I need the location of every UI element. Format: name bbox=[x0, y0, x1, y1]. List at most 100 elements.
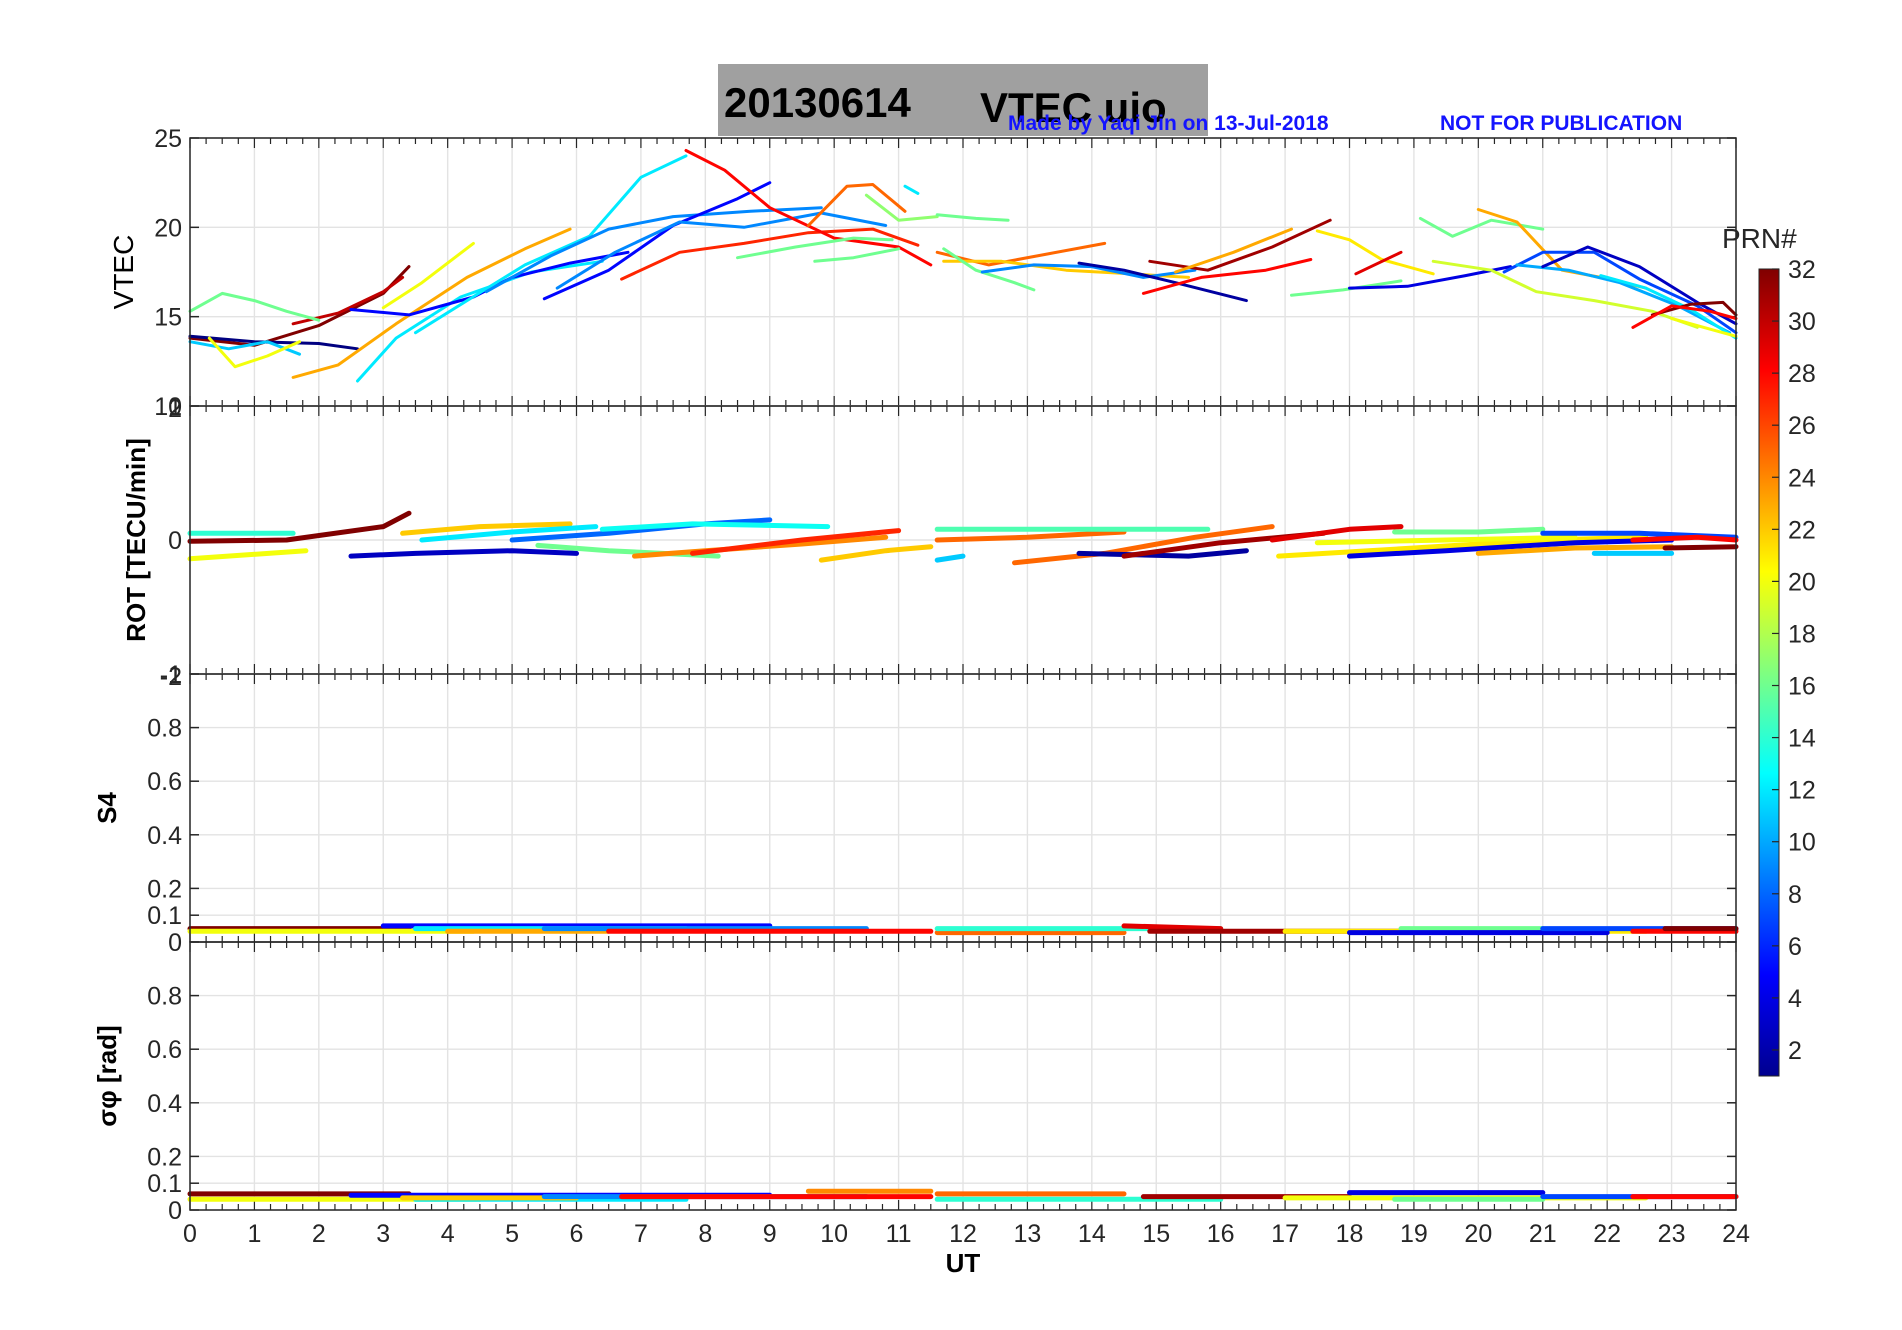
rot-series-prn-11 bbox=[934, 553, 966, 563]
rot-series-prn-23 bbox=[1475, 544, 1675, 556]
rot-top-tick-overlap: 2 bbox=[168, 395, 182, 423]
rot-series-prn-21 bbox=[1276, 534, 1649, 559]
rot-series-prn-28 bbox=[1630, 534, 1739, 543]
y-tick-label: 0.8 bbox=[147, 715, 182, 743]
colorbar-tick-label: 20 bbox=[1788, 568, 1816, 596]
y-tick-label: 1 bbox=[168, 661, 182, 689]
sigma-phi-series bbox=[187, 1188, 1739, 1202]
s4-series-prn-29 bbox=[1121, 923, 1224, 932]
vtec-series-prn-31 bbox=[1148, 218, 1332, 272]
x-tick-label: 17 bbox=[1271, 1220, 1299, 1248]
vtec-series-prn-21 bbox=[1315, 229, 1435, 276]
x-tick-label: 19 bbox=[1400, 1220, 1428, 1248]
vtec-series-prn-16 bbox=[935, 213, 1010, 222]
x-tick-label: 0 bbox=[183, 1220, 197, 1248]
rot-series-prn-32 bbox=[187, 510, 412, 544]
rot-series-prn-22 bbox=[400, 521, 573, 536]
vtec-series-prn-17 bbox=[864, 193, 939, 222]
y-tick-label: 0 bbox=[168, 1197, 182, 1225]
s4-grid bbox=[189, 673, 1737, 943]
vtec-ylabel: VTEC bbox=[108, 235, 139, 310]
y-tick-label: 10 bbox=[154, 393, 182, 421]
rot-series bbox=[187, 510, 1739, 566]
vtec-series-prn-2 bbox=[1077, 261, 1248, 303]
colorbar-tick-label: 18 bbox=[1788, 620, 1816, 648]
colorbar-tick-label: 16 bbox=[1788, 673, 1816, 701]
vtec-series-prn-23 bbox=[1174, 227, 1293, 274]
vtec-series-prn-9 bbox=[484, 206, 823, 294]
vtec-series-prn-20 bbox=[1670, 317, 1738, 338]
x-tick-label: 11 bbox=[886, 1220, 912, 1248]
s4-series bbox=[187, 923, 1739, 936]
vtec-series-prn-16 bbox=[942, 247, 1036, 292]
rot-series-prn-25 bbox=[934, 529, 1127, 543]
rot-panel: -1 0 1 ROT [TECU/min] 2 -2 bbox=[121, 393, 1739, 691]
s4-y-ticks: 00.10.2 0.4 0.6 0.8 1 bbox=[147, 661, 1737, 957]
colorbar-tick-label: 24 bbox=[1788, 464, 1816, 492]
rot-series-prn-3 bbox=[348, 548, 579, 559]
title-date: 20130614 bbox=[724, 79, 912, 126]
y-tick-label: 1 bbox=[168, 393, 182, 421]
x-tick-label: 23 bbox=[1658, 1220, 1686, 1248]
vtec-series-prn-28 bbox=[1631, 304, 1738, 329]
vtec-series-prn-29 bbox=[1354, 250, 1403, 276]
colorbar-tick-label: 26 bbox=[1788, 412, 1816, 440]
x-tick-label: 22 bbox=[1593, 1220, 1621, 1248]
sigma_phi-grid bbox=[189, 942, 1737, 1211]
rot-series-prn-29 bbox=[1269, 524, 1404, 543]
x-tick-label: 15 bbox=[1142, 1220, 1170, 1248]
rot-series-prn-16 bbox=[1392, 526, 1546, 535]
vtec-series-prn-12 bbox=[1599, 274, 1738, 340]
vtec-series-prn-28 bbox=[684, 149, 933, 267]
rot-series-prn-13 bbox=[599, 521, 831, 532]
colorbar-tick-label: 30 bbox=[1788, 308, 1816, 336]
publication-warning: NOT FOR PUBLICATION bbox=[1440, 112, 1682, 135]
y-tick-label: 0.1 bbox=[147, 1170, 182, 1198]
x-tick-label: 2 bbox=[312, 1220, 326, 1248]
vtec-series-prn-12 bbox=[903, 184, 920, 195]
y-tick-label: 0.6 bbox=[147, 1036, 182, 1064]
vtec-series-prn-16 bbox=[188, 291, 321, 322]
y-tick-label: 0.8 bbox=[147, 983, 182, 1011]
vtec-series-prn-32 bbox=[1650, 300, 1738, 317]
rot-series-prn-4 bbox=[1347, 537, 1675, 559]
prn-colorbar bbox=[1758, 268, 1780, 1077]
vtec-panel: 10 15 20 25 VTEC bbox=[108, 125, 1738, 421]
rot-series-prn-25 bbox=[1012, 524, 1275, 566]
x-tick-label: 24 bbox=[1722, 1220, 1750, 1248]
rot-series-prn-20 bbox=[187, 548, 309, 562]
y-tick-label: 25 bbox=[154, 125, 182, 153]
vtec-series-prn-25 bbox=[935, 241, 1107, 267]
vtec-grid bbox=[189, 137, 1737, 407]
vtec-series-prn-20 bbox=[207, 336, 301, 369]
y-tick-label: -1 bbox=[160, 661, 182, 689]
x-tick-label: 5 bbox=[505, 1220, 519, 1248]
x-tick-label: 13 bbox=[1014, 1220, 1042, 1248]
colorbar-tick-label: 12 bbox=[1788, 777, 1816, 805]
x-tick-label: 18 bbox=[1336, 1220, 1364, 1248]
colorbar-tick-label: 14 bbox=[1788, 725, 1816, 753]
y-tick-label: 0 bbox=[168, 527, 182, 555]
title-text: VTEC uio bbox=[980, 84, 1167, 131]
x-tick-label: 10 bbox=[820, 1220, 848, 1248]
x-tick-label: 21 bbox=[1529, 1220, 1557, 1248]
vtec-series bbox=[188, 149, 1738, 383]
x-tick-label: 6 bbox=[570, 1220, 584, 1248]
x-tick-label: 12 bbox=[949, 1220, 977, 1248]
vtec-series-prn-10 bbox=[1515, 263, 1732, 335]
colorbar-tick-label: 10 bbox=[1788, 829, 1816, 857]
colorbar-label: PRN# bbox=[1722, 223, 1797, 254]
vtec-series-prn-16 bbox=[736, 236, 894, 260]
vtec-series-prn-16 bbox=[1290, 279, 1403, 297]
colorbar-tick-label: 22 bbox=[1788, 516, 1816, 544]
sigma-phi-ylabel: σφ [rad] bbox=[92, 1025, 122, 1126]
rot-ylabel: ROT [TECU/min] bbox=[121, 438, 151, 642]
rot-series-prn-8 bbox=[509, 517, 773, 543]
s4-ylabel: S4 bbox=[92, 792, 122, 824]
x-axis-label: UT bbox=[946, 1248, 981, 1278]
vtec-series-prn-28 bbox=[1141, 258, 1313, 295]
vtec-y-ticks: 10 15 20 25 bbox=[154, 125, 1737, 421]
vtec-series-prn-32 bbox=[188, 265, 411, 347]
